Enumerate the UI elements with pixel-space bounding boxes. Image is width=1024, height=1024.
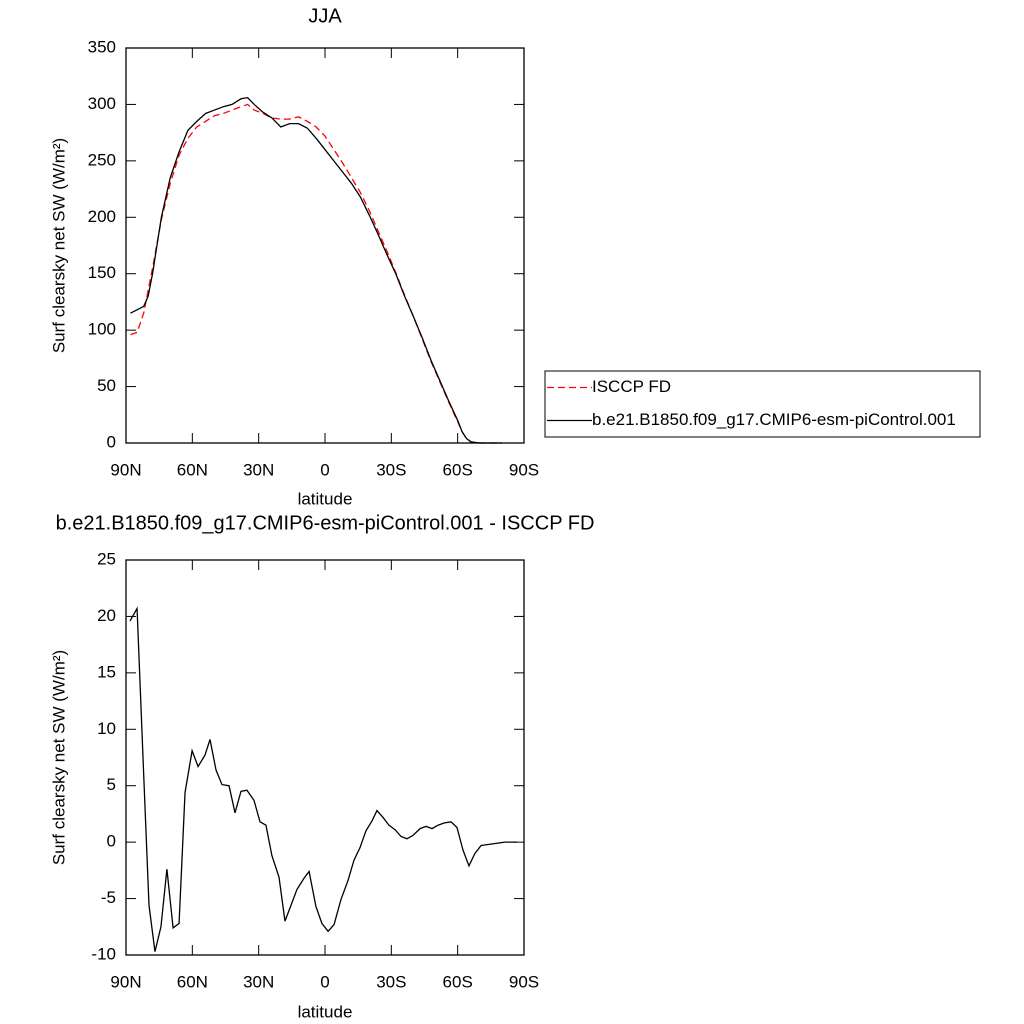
x-tick-label: 90S [509,460,539,479]
y-tick-label: 350 [88,37,116,56]
y-tick-label: 150 [88,263,116,282]
x-tick-label: 60S [443,972,473,991]
x-axis-label: latitude [298,1002,353,1021]
legend-label: b.e21.B1850.f09_g17.CMIP6-esm-piControl.… [592,410,956,429]
data-line [129,606,517,952]
plot-frame [125,559,525,956]
y-tick-label: 250 [88,150,116,169]
x-tick-label: 30N [243,460,274,479]
x-tick-label: 90N [110,460,141,479]
y-tick-label: 25 [97,549,116,568]
legend-box [544,370,981,438]
x-tick-label: 0 [320,972,329,991]
y-axis-label: Surf clearsky net SW (W/m²) [49,650,68,865]
x-tick-label: 30S [376,460,406,479]
y-tick-label: 15 [97,662,116,681]
y-tick-label: 10 [97,719,116,738]
x-tick-label: 60N [177,972,208,991]
y-tick-label: 5 [107,775,116,794]
x-tick-label: 30S [376,972,406,991]
y-tick-label: 300 [88,94,116,113]
y-tick-label: 0 [107,832,116,851]
y-axis-label: Surf clearsky net SW (W/m²) [49,138,68,353]
chart-title: b.e21.B1850.f09_g17.CMIP6-esm-piControl.… [56,512,595,534]
y-tick-label: 100 [88,320,116,339]
plot-frame [125,47,525,444]
x-tick-label: 90S [509,972,539,991]
legend-label: ISCCP FD [592,377,671,396]
y-tick-label: 200 [88,207,116,226]
x-tick-label: 60N [177,460,208,479]
y-tick-label: 0 [107,432,116,451]
x-tick-label: 60S [443,460,473,479]
x-tick-label: 30N [243,972,274,991]
x-tick-label: 0 [320,460,329,479]
x-tick-label: 90N [110,972,141,991]
chart-title: JJA [308,5,342,27]
data-line [130,103,502,444]
data-line [130,96,502,444]
y-tick-label: -5 [101,888,116,907]
y-tick-label: 50 [97,376,116,395]
y-tick-label: -10 [91,944,116,963]
x-axis-label: latitude [298,489,353,508]
y-tick-label: 20 [97,606,116,625]
